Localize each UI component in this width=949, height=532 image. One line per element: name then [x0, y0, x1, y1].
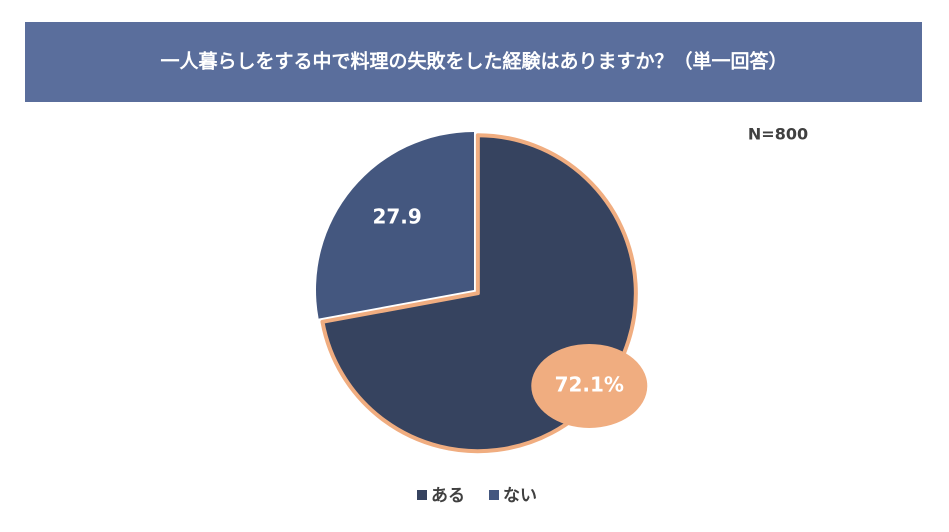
legend-swatch	[417, 490, 427, 500]
title-banner	[25, 22, 922, 102]
legend-label: ある	[431, 486, 465, 506]
legend-label: ない	[503, 486, 537, 506]
annotation: N=800	[748, 125, 808, 144]
legend-swatch	[489, 490, 499, 500]
label-bubble	[531, 343, 648, 428]
pie-slice	[316, 132, 474, 319]
data-label: 27.9	[372, 205, 421, 229]
data-label: 72.1%	[555, 372, 624, 396]
chart-title: 一人暮らしをする中で料理の失敗をした経験はありますか？（単一回答）	[160, 50, 787, 73]
